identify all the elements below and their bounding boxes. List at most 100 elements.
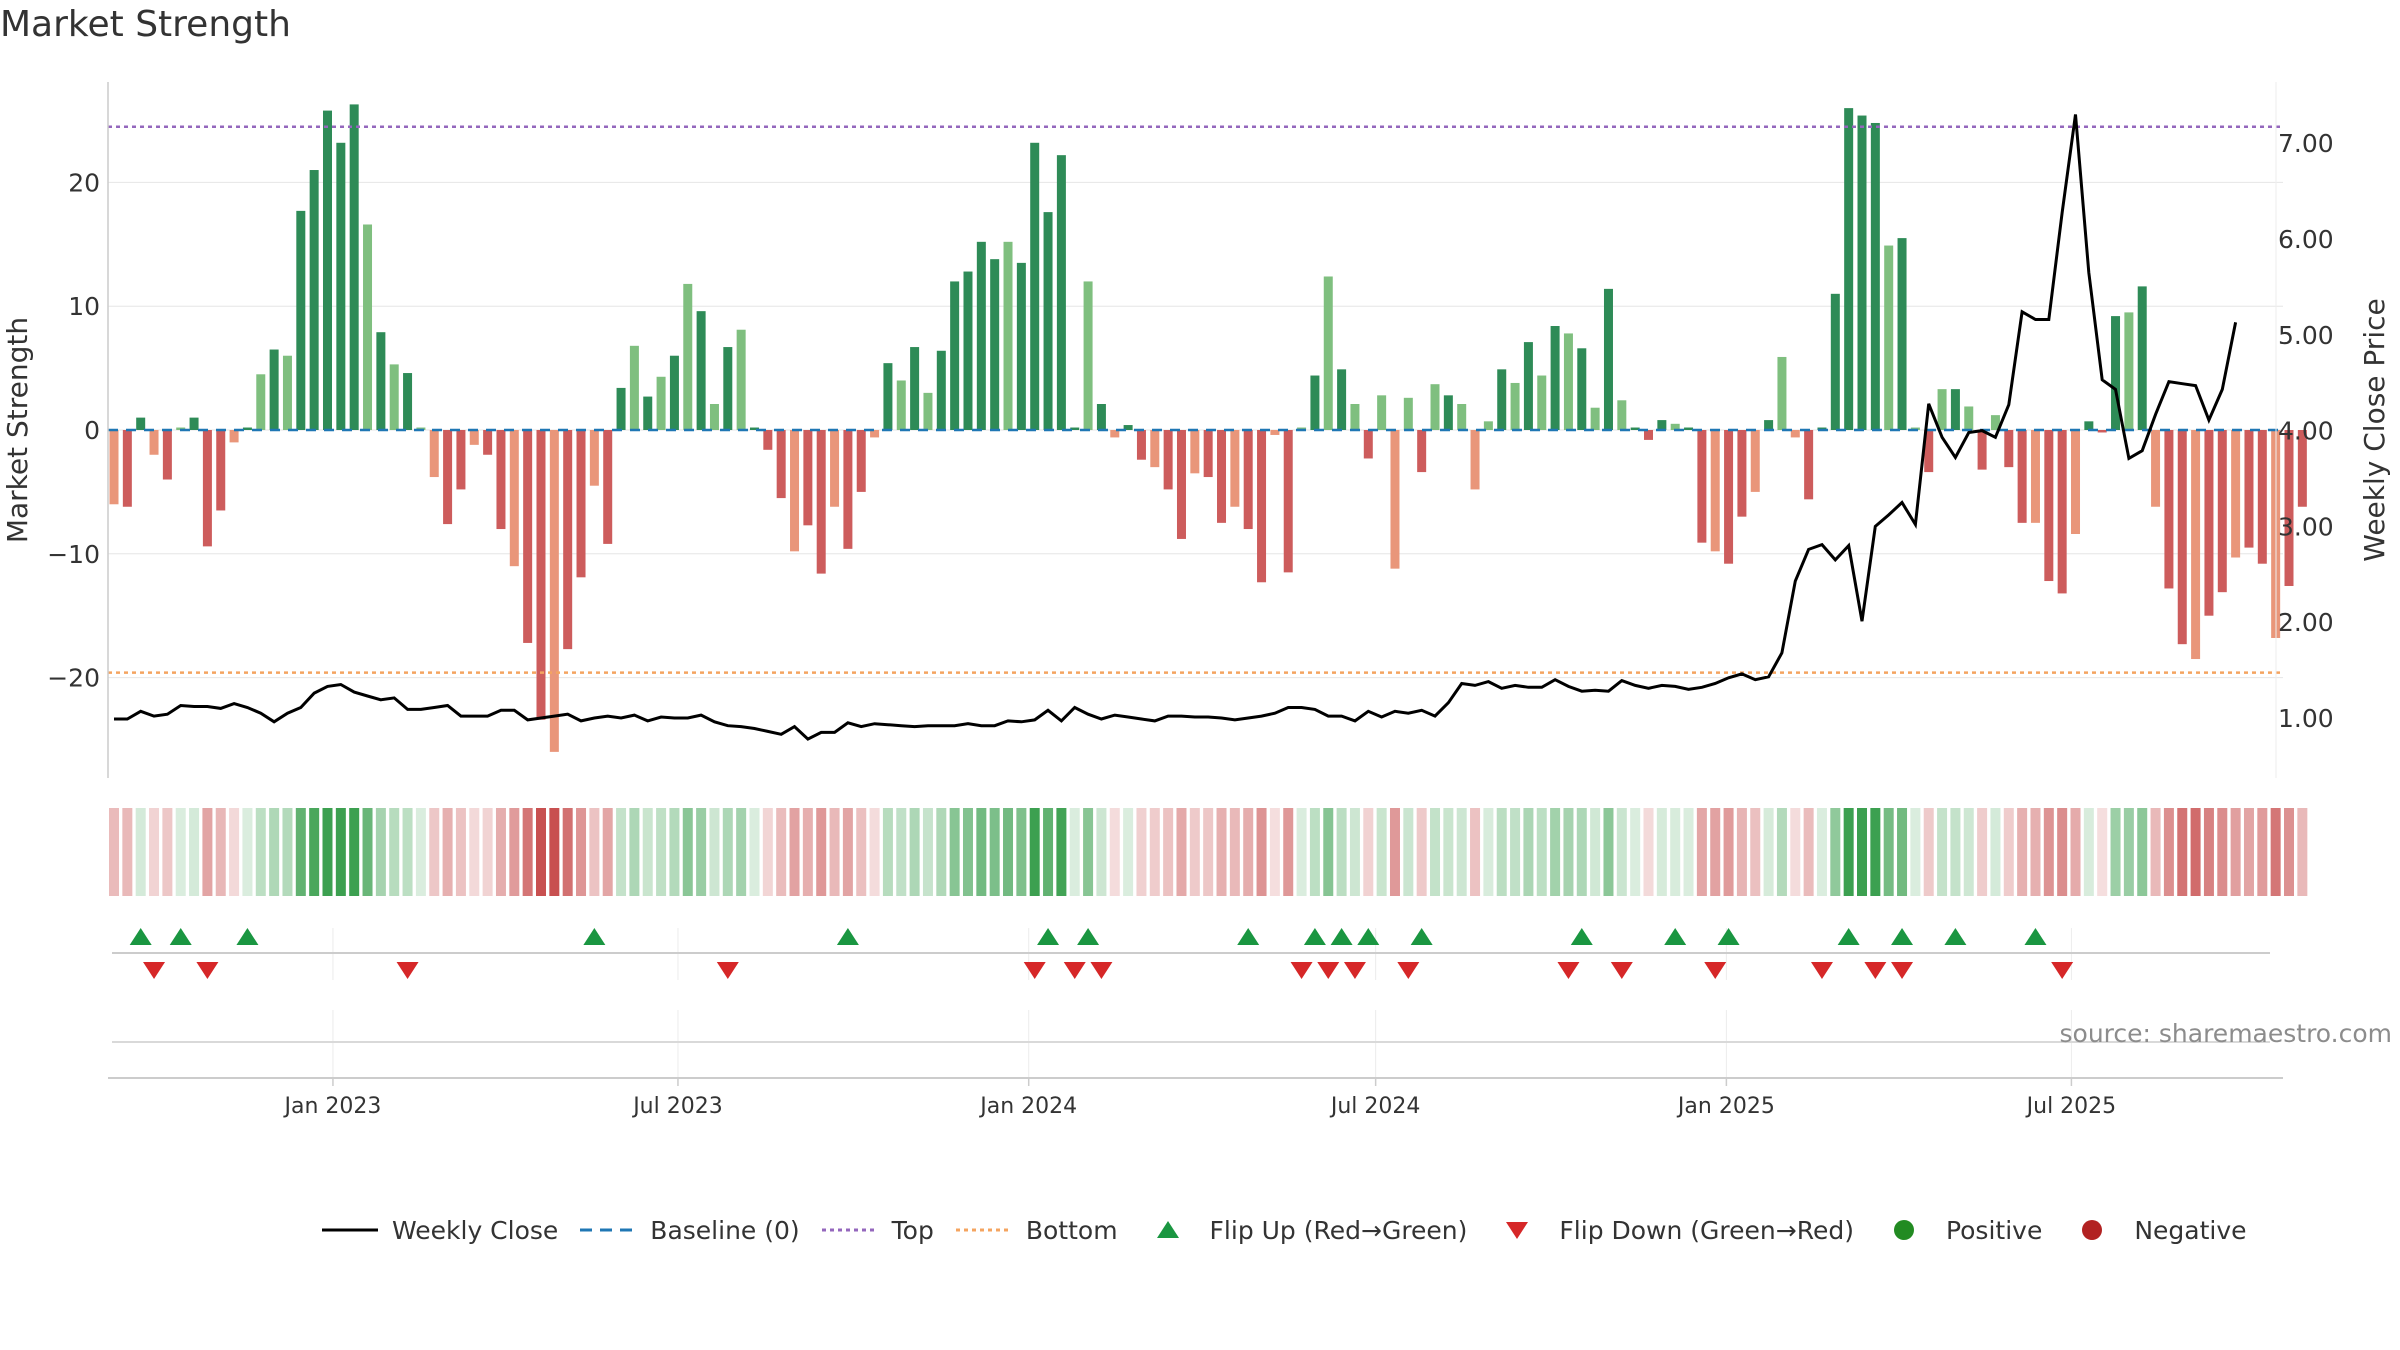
- strength-bar: [1670, 423, 1680, 430]
- y-tick-label: 10: [68, 292, 100, 321]
- colorbar-cell: [482, 808, 493, 896]
- colorbar-cell: [2123, 808, 2134, 896]
- colorbar-cell: [549, 808, 560, 896]
- colorbar-cell: [1510, 808, 1521, 896]
- colorbar-cell: [1643, 808, 1654, 896]
- strength-bar: [1270, 430, 1280, 435]
- strength-bar: [1483, 421, 1493, 430]
- colorbar-cell: [1376, 808, 1387, 896]
- colorbar-cell: [776, 808, 787, 896]
- strength-bar: [1150, 430, 1160, 468]
- flip-up-marker: [1410, 928, 1433, 945]
- strength-bar: [1990, 415, 2000, 430]
- strength-bar: [2204, 430, 2214, 616]
- colorbar-cell: [442, 808, 453, 896]
- source-credit: source: sharemaestro.com: [2059, 1019, 2393, 1048]
- strength-bar: [2030, 430, 2040, 523]
- colorbar-cell: [882, 808, 893, 896]
- flip-up-marker: [583, 928, 606, 945]
- colorbar-cell: [2190, 808, 2201, 896]
- colorbar-cell: [1857, 808, 1868, 896]
- colorbar-cell: [1189, 808, 1200, 896]
- y-tick-label: 20: [68, 168, 100, 197]
- strength-bar: [1937, 389, 1947, 430]
- colorbar-cell: [1563, 808, 1574, 896]
- colorbar-cell: [429, 808, 440, 896]
- colorbar-cell: [589, 808, 600, 896]
- strength-bar: [1657, 420, 1667, 430]
- colorbar-cell: [375, 808, 386, 896]
- colorbar-cell: [816, 808, 827, 896]
- colorbar-cell: [2057, 808, 2068, 896]
- strength-bar: [576, 430, 586, 578]
- colorbar-cell: [1016, 808, 1027, 896]
- colorbar-cell: [1283, 808, 1294, 896]
- colorbar-cell: [1750, 808, 1761, 896]
- strength-bar: [269, 349, 279, 430]
- strength-bar: [483, 430, 493, 455]
- colorbar-cell: [736, 808, 747, 896]
- colorbar-cell: [309, 808, 320, 896]
- colorbar-cell: [535, 808, 546, 896]
- strength-bar: [1056, 155, 1066, 430]
- colorbar-cell: [2003, 808, 2014, 896]
- strength-bar: [1857, 115, 1867, 430]
- strength-bar: [1203, 430, 1213, 478]
- strength-bar: [2137, 286, 2147, 430]
- strength-bar: [202, 430, 212, 547]
- colorbar-cell: [1443, 808, 1454, 896]
- colorbar-cell: [1523, 808, 1534, 896]
- strength-bar: [549, 430, 559, 752]
- strength-bar: [563, 430, 573, 650]
- colorbar-cell: [1670, 808, 1681, 896]
- legend-label: Negative: [2134, 1215, 2247, 1245]
- colorbar-cell: [122, 808, 133, 896]
- flip-up-marker: [1237, 928, 1260, 945]
- colorbar-cell: [1910, 808, 1921, 896]
- strength-bar: [1110, 430, 1120, 438]
- colorbar-cell: [2043, 808, 2054, 896]
- x-tick-label: Jul 2023: [631, 1094, 723, 1119]
- strength-bar: [2044, 430, 2054, 582]
- legend-label: Flip Up (Red→Green): [1209, 1215, 1468, 1245]
- x-tick-label: Jul 2025: [2025, 1094, 2117, 1119]
- strength-bar: [403, 373, 413, 430]
- flip-down-marker: [2051, 962, 2074, 979]
- strength-bar: [763, 430, 773, 450]
- colorbar-cell: [2110, 808, 2121, 896]
- strength-bar: [2017, 430, 2027, 523]
- strength-bar: [683, 283, 693, 430]
- colorbar-cell: [1763, 808, 1774, 896]
- strength-bar: [1043, 212, 1053, 430]
- legend-item: Negative: [2062, 1215, 2247, 1245]
- strength-bar: [1096, 404, 1106, 430]
- x-tick-label: Jul 2024: [1329, 1094, 1421, 1119]
- colorbar-cell: [762, 808, 773, 896]
- colorbar-cell: [1963, 808, 1974, 896]
- colorbar-cell: [642, 808, 653, 896]
- colorbar-cell: [1163, 808, 1174, 896]
- flip-down-marker: [143, 962, 166, 979]
- strength-bar: [1377, 395, 1387, 430]
- strength-bar: [883, 363, 893, 430]
- colorbar-cell: [616, 808, 627, 896]
- strength-bar: [509, 430, 519, 567]
- strength-bar: [2004, 430, 2014, 468]
- strength-bar: [109, 430, 119, 505]
- colorbar-cell: [1616, 808, 1627, 896]
- colorbar-cell: [1590, 808, 1601, 896]
- strength-bar: [749, 427, 759, 430]
- colorbar-cell: [1296, 808, 1307, 896]
- y-tick-label: 0: [84, 416, 100, 445]
- strength-bar: [976, 241, 986, 430]
- flip-down-marker: [1090, 962, 1113, 979]
- colorbar-cell: [469, 808, 480, 896]
- flip-down-marker: [1397, 962, 1420, 979]
- strength-bar: [2071, 430, 2081, 534]
- colorbar-cell: [696, 808, 707, 896]
- colorbar-cell: [2017, 808, 2028, 896]
- strength-bar: [843, 430, 853, 549]
- flip-up-marker: [169, 928, 192, 945]
- strength-bar: [1830, 293, 1840, 430]
- strength-bar: [122, 430, 132, 507]
